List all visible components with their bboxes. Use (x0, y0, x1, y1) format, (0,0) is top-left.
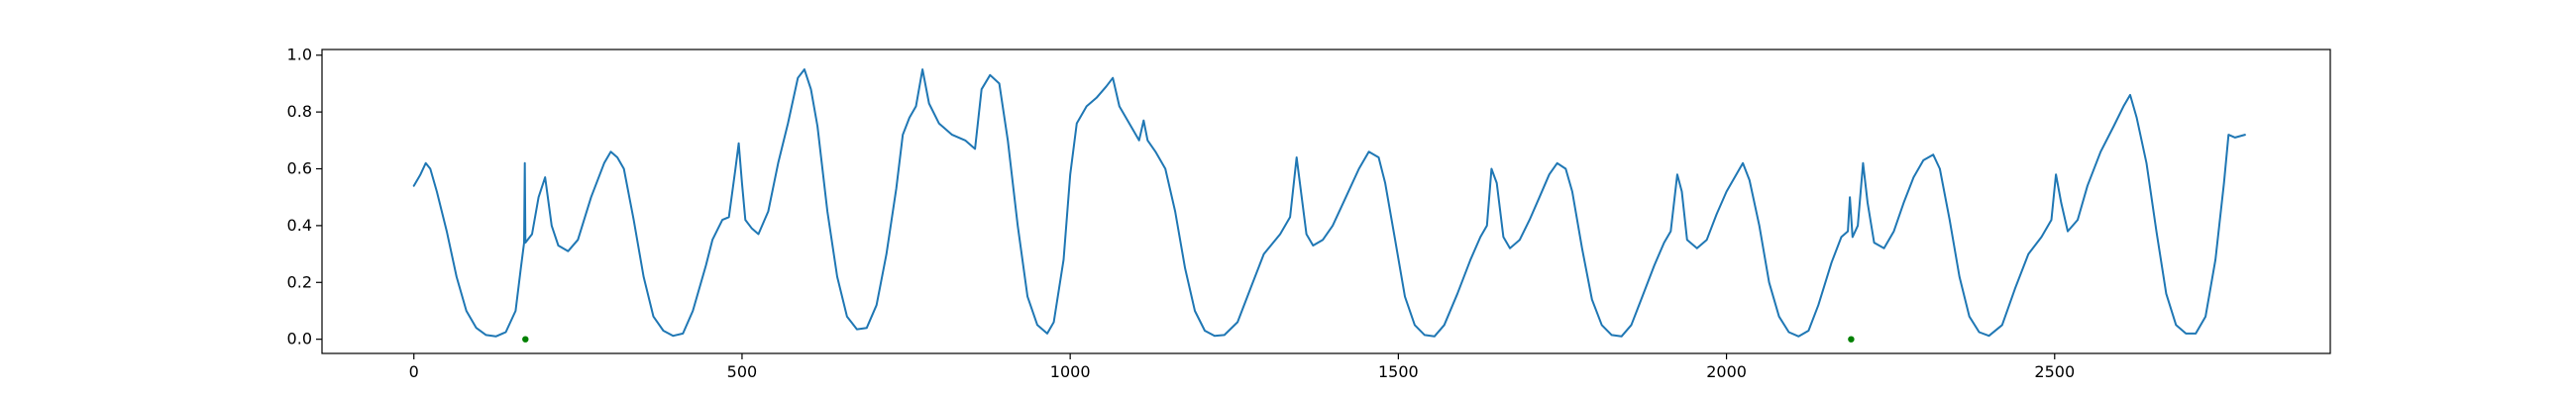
x-tick-label-0: 0 (409, 362, 419, 381)
y-tick-label-5: 1.0 (287, 46, 312, 64)
frame-group (321, 49, 2331, 354)
y-tick-label-3: 0.6 (287, 159, 312, 178)
x-tick-label-1500: 1500 (1378, 362, 1419, 381)
x-tick-label-2500: 2500 (2034, 362, 2075, 381)
series-line-1 (412, 68, 2246, 338)
y-tick-label-2: 0.4 (287, 216, 312, 235)
tick-group: 0 500 1000 1500 2000 2500 0.0 0.2 0.4 0.6 0.8 1.0 (287, 46, 2076, 381)
y-tick-label-1: 0.2 (287, 272, 312, 291)
marker-point-1 (522, 336, 529, 343)
x-tick-label-1000: 1000 (1050, 362, 1091, 381)
x-tick-label-500: 500 (727, 362, 758, 381)
marker-group (522, 336, 1855, 343)
plot-area-group (322, 50, 2330, 353)
line-group (412, 68, 2246, 338)
plot-area (322, 50, 2330, 353)
x-tick-label-2000: 2000 (1706, 362, 1747, 381)
marker-point-2 (1848, 336, 1855, 343)
y-tick-label-4: 0.8 (287, 102, 312, 121)
axes-frame (321, 49, 2331, 354)
y-tick-label-0: 0.0 (287, 330, 312, 348)
